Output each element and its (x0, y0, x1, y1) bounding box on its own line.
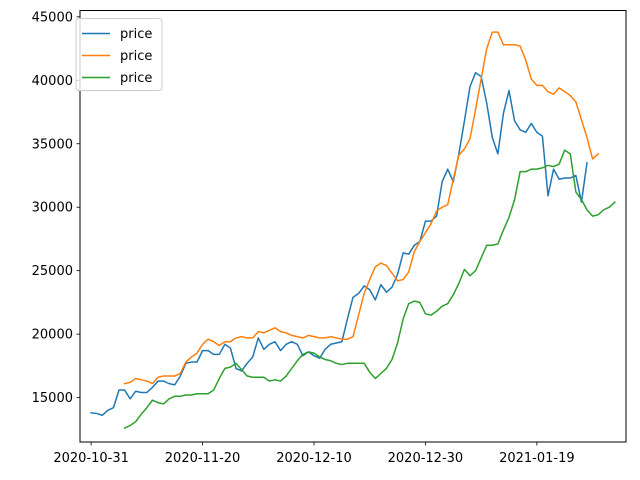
x-tick-label: 2020-12-10 (276, 451, 352, 466)
x-axis: 2020-10-31 2020-11-20 2020-12-10 2020-12-30… (53, 442, 575, 466)
legend-label-3: price (120, 71, 152, 86)
y-tick-label: 35000 (32, 137, 73, 152)
y-axis: 15000 20000 25000 30000 35000 40000 45000 (32, 10, 80, 406)
y-tick-label: 20000 (32, 328, 73, 343)
x-tick-label: 2020-10-31 (53, 451, 129, 466)
y-tick-label: 45000 (32, 10, 73, 25)
legend-label-2: price (120, 49, 152, 64)
series-line-2 (123, 31, 600, 385)
series-line-1 (90, 71, 588, 417)
x-tick-label: 2020-12-30 (388, 451, 464, 466)
series-lines (90, 31, 616, 430)
y-tick-label: 40000 (32, 74, 73, 89)
y-tick-label: 15000 (32, 391, 73, 406)
legend-box (75, 18, 163, 91)
plot-frame (79, 10, 627, 443)
y-tick-label: 25000 (32, 264, 73, 279)
legend: price price price (75, 18, 163, 91)
legend-label-1: price (120, 27, 152, 42)
x-tick-label: 2021-01-19 (499, 451, 575, 466)
y-tick-label: 30000 (32, 201, 73, 216)
series-line-3 (123, 149, 616, 430)
x-tick-label: 2020-11-20 (165, 451, 241, 466)
